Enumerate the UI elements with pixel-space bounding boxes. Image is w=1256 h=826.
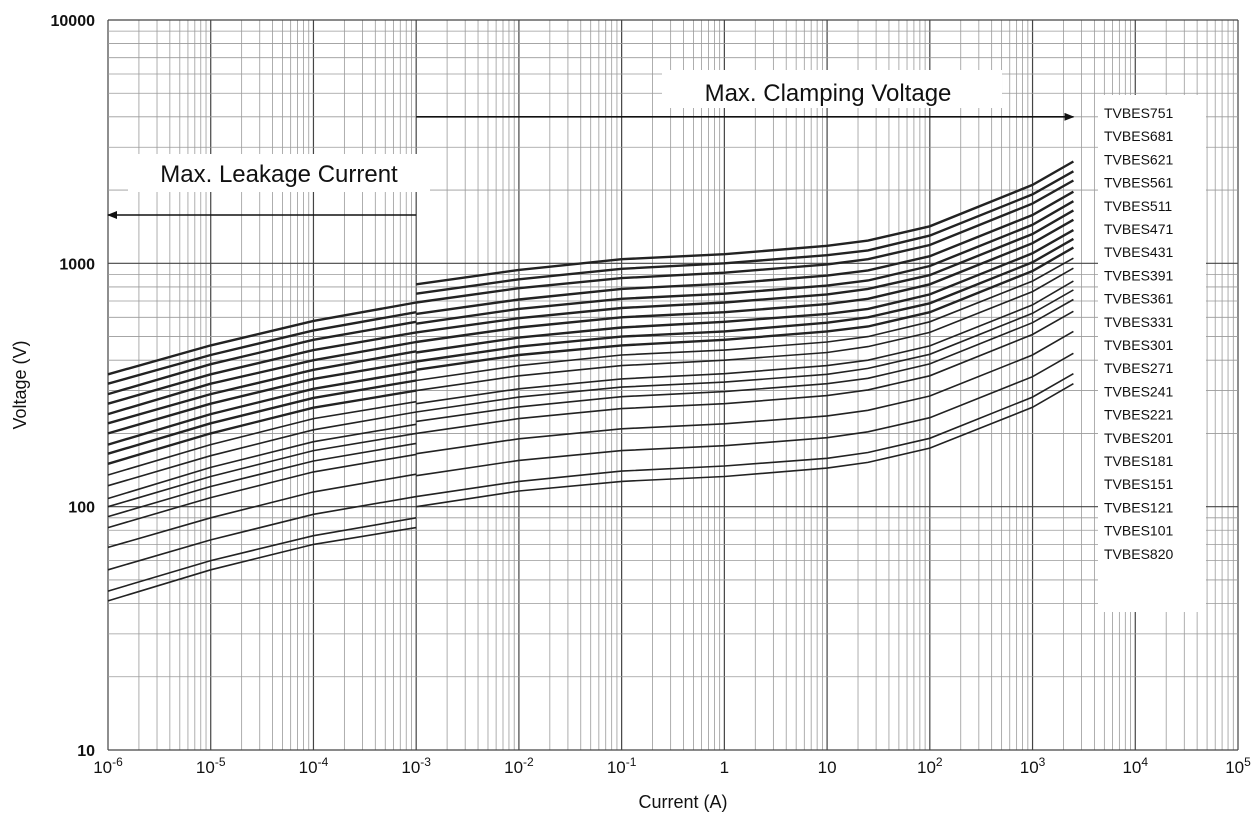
y-tick-label: 1000	[59, 256, 95, 273]
series-line-leakage	[107, 400, 417, 476]
legend-entry: TVBES361	[1104, 291, 1173, 307]
legend-entry: TVBES681	[1104, 128, 1173, 144]
annotation-label: Max. Clamping Voltage	[705, 80, 952, 107]
series-line-clamping	[416, 200, 1074, 325]
series-line-clamping	[416, 218, 1074, 344]
y-tick-label: 100	[68, 500, 95, 517]
x-tick-label: 105	[1225, 755, 1251, 777]
x-axis-label: Current (A)	[638, 792, 727, 812]
x-tick-label: 10-1	[607, 755, 637, 777]
series-line-clamping	[416, 280, 1074, 405]
legend-entry: TVBES820	[1104, 546, 1173, 562]
series-lines	[107, 160, 1074, 602]
legend-entry: TVBES271	[1104, 360, 1173, 376]
annotation-label: Max. Leakage Current	[160, 161, 398, 188]
series-line-clamping	[416, 237, 1074, 363]
series-line-clamping	[416, 257, 1074, 382]
y-tick-label: 10000	[51, 13, 96, 30]
series-line-clamping	[416, 229, 1074, 354]
series-line-leakage	[107, 379, 417, 455]
legend-entry: TVBES101	[1104, 523, 1173, 539]
legend: TVBES751 TVBES681 TVBES621 TVBES561 TVBES511…	[1104, 105, 1173, 562]
legend-entry: TVBES751	[1104, 105, 1173, 121]
x-tick-label: 10	[818, 758, 837, 777]
annotation-label-background	[662, 70, 1002, 108]
series-line-leakage	[107, 350, 417, 425]
legend-entry: TVBES391	[1104, 267, 1173, 283]
series-line-leakage	[107, 311, 417, 385]
series-line-leakage	[107, 432, 417, 508]
legend-entry: TVBES181	[1104, 453, 1173, 469]
x-tick-label: 1	[720, 758, 729, 777]
x-tick-label: 10-2	[504, 755, 534, 777]
series-line-clamping	[416, 383, 1074, 508]
series-line-leakage	[107, 442, 417, 518]
series-line-leakage	[107, 526, 417, 602]
tick-labels: 10 100 1000 10000 10-6 10-5 10-4 10-3 10-2 10-1 1 1…	[51, 13, 1252, 777]
series-line-clamping	[416, 267, 1074, 392]
series-line-clamping	[416, 352, 1074, 477]
series-line-leakage	[107, 453, 417, 529]
legend-entry: TVBES431	[1104, 244, 1173, 260]
series-line-clamping	[416, 160, 1074, 286]
series-line-clamping	[416, 289, 1074, 413]
series-line-clamping	[416, 179, 1074, 304]
x-tick-label: 104	[1122, 755, 1148, 777]
x-tick-label: 10-3	[401, 755, 431, 777]
series-line-clamping	[416, 170, 1074, 295]
annotation-label-background	[128, 154, 430, 192]
series-line-clamping	[416, 246, 1074, 371]
legend-entry: TVBES471	[1104, 221, 1173, 237]
series-line-leakage	[107, 320, 417, 396]
series-line-clamping	[416, 330, 1074, 455]
series-line-leakage	[107, 331, 417, 405]
series-line-leakage	[107, 360, 417, 435]
series-line-leakage	[107, 423, 417, 500]
legend-entry: TVBES151	[1104, 476, 1173, 492]
series-line-leakage	[107, 370, 417, 446]
series-line-leakage	[107, 389, 417, 465]
series-line-leakage	[107, 411, 417, 487]
legend-entry: TVBES511	[1104, 198, 1172, 214]
series-line-clamping	[416, 209, 1074, 334]
x-tick-label: 10-4	[299, 755, 329, 777]
series-line-clamping	[416, 298, 1074, 423]
y-axis-label: Voltage (V)	[10, 340, 30, 429]
series-line-leakage	[107, 517, 417, 592]
legend-background	[1098, 95, 1206, 612]
legend-entry: TVBES331	[1104, 314, 1173, 330]
legend-entry: TVBES221	[1104, 407, 1173, 423]
annotations: Max. Clamping Voltage Max. Leakage Curren…	[107, 70, 1075, 219]
legend-entry: TVBES301	[1104, 337, 1173, 353]
x-tick-label: 10-6	[93, 755, 123, 777]
series-line-clamping	[416, 190, 1074, 316]
x-tick-label: 10-5	[196, 755, 226, 777]
series-line-leakage	[107, 340, 417, 416]
x-tick-label: 103	[1020, 755, 1046, 777]
series-line-clamping	[416, 373, 1074, 498]
legend-entry: TVBES621	[1104, 151, 1173, 167]
y-tick-label: 10	[77, 743, 95, 760]
legend-entry: TVBES201	[1104, 430, 1173, 446]
series-line-leakage	[107, 495, 417, 571]
series-line-leakage	[107, 473, 417, 549]
series-line-clamping	[416, 310, 1074, 435]
x-tick-label: 102	[917, 755, 943, 777]
legend-entry: TVBES241	[1104, 383, 1173, 399]
legend-entry: TVBES121	[1104, 499, 1173, 515]
series-line-leakage	[107, 301, 417, 376]
legend-entry: TVBES561	[1104, 175, 1173, 191]
